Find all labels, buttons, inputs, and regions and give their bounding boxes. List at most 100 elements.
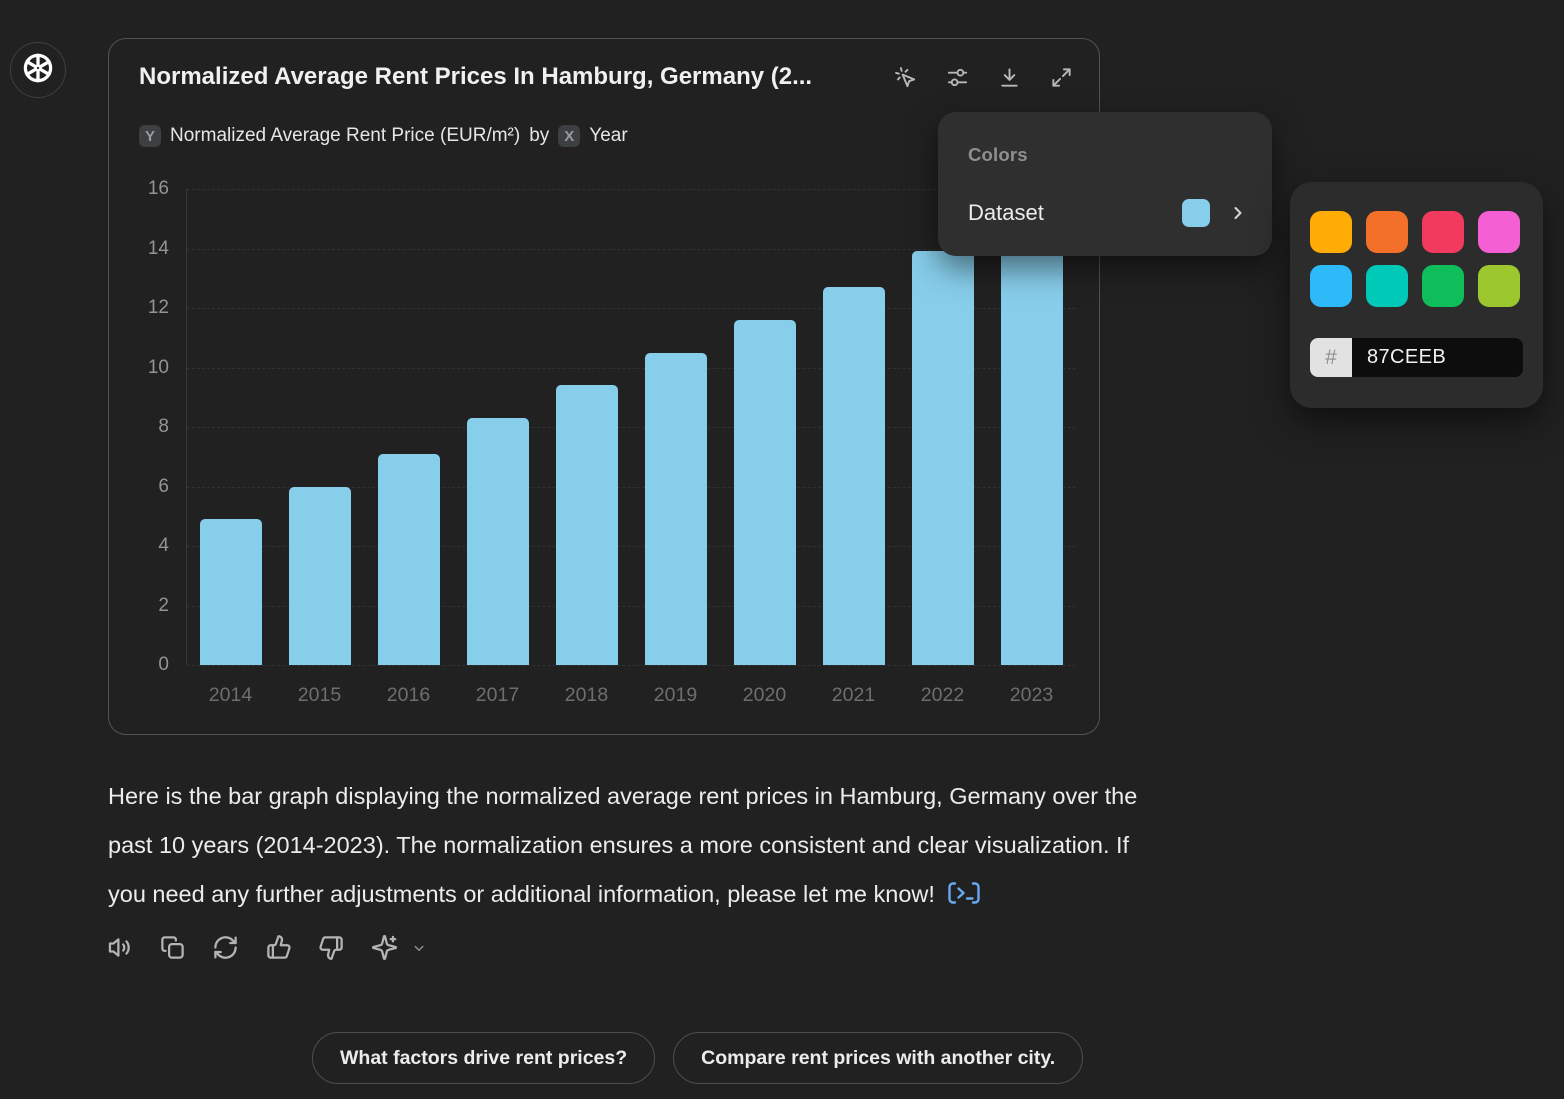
suggestion-button[interactable]: What factors drive rent prices? [312,1032,656,1084]
bars-row [187,189,1076,665]
bar-2016[interactable] [378,453,441,665]
gridline [187,308,1076,309]
sparkles-icon[interactable] [371,934,398,961]
y-tick-label: 6 [158,475,169,497]
gridline [187,486,1076,488]
dataset-menu-item[interactable]: Dataset [968,198,1248,228]
color-swatch-red[interactable] [1422,211,1464,253]
plot-area [186,189,1076,666]
read-aloud-icon[interactable] [106,934,133,961]
message-actions [106,934,428,961]
x-tick-label: 2018 [564,684,609,706]
hex-color-input[interactable] [1352,338,1523,377]
x-tick-label: 2015 [297,684,342,706]
chevron-down-icon[interactable] [410,939,428,957]
bar-2023[interactable] [1000,218,1063,665]
message-line: past 10 years (2014-2023). The normaliza… [108,832,1130,858]
regenerate-icon[interactable] [212,934,239,961]
bar-2015[interactable] [289,486,352,665]
bar-2020[interactable] [733,319,796,665]
x-tick-label: 2017 [475,684,520,706]
y-tick-label: 16 [147,178,169,199]
gridline [187,665,1076,666]
x-tick-label: 2022 [920,684,965,706]
x-axis-badge: X [558,125,581,147]
chart-card-header: Normalized Average Rent Prices In Hambur… [139,63,1073,91]
interactive-pointer-icon[interactable] [894,66,917,89]
gridline [187,248,1076,250]
bar-2021[interactable] [822,287,885,665]
colors-menu-popup: Colors Dataset [938,112,1272,256]
chart-settings-icon[interactable] [946,66,969,89]
hex-color-field: # [1310,338,1523,377]
color-swatch-yellow[interactable] [1310,211,1352,253]
y-tick-label: 4 [158,535,169,556]
x-axis-label: Year [589,125,628,146]
bar-slot [987,189,1076,665]
gridline [187,189,1076,190]
assistant-avatar [10,42,66,98]
y-tick-label: 10 [147,356,169,378]
gridline [187,427,1076,428]
color-swatch-green[interactable] [1422,265,1464,307]
y-tick-label: 0 [158,654,169,675]
message-line: Here is the bar graph displaying the nor… [108,783,1138,809]
suggestion-pills: What factors drive rent prices? Compare … [312,1032,1084,1084]
color-swatch-pink[interactable] [1478,211,1520,253]
y-tick-label: 2 [158,594,169,616]
download-icon[interactable] [998,66,1021,89]
hash-icon: # [1310,338,1352,377]
chart-legend: Y Normalized Average Rent Price (EUR/m²)… [139,125,628,147]
bar-slot [809,189,898,665]
y-tick-label: 8 [158,416,169,437]
bar-slot [632,189,721,665]
thumbs-up-icon[interactable] [265,934,292,961]
y-axis-badge: Y [139,125,161,147]
bar-2014[interactable] [200,519,263,665]
bar-slot [543,189,632,665]
bar-slot [720,189,809,665]
color-swatch-lime[interactable] [1478,265,1520,307]
y-axis-labels: 0 2 4 6 8 10 12 14 16 [109,178,169,675]
gridline [187,367,1076,369]
color-palette-popup: # [1290,182,1543,408]
y-tick-label: 12 [147,297,169,318]
swatch-grid [1310,211,1523,307]
assistant-message: Here is the bar graph displaying the nor… [108,772,1368,919]
bar-2017[interactable] [467,418,530,665]
bar-2018[interactable] [556,385,619,665]
bar-slot [454,189,543,665]
bar-slot [365,189,454,665]
copy-icon[interactable] [159,934,186,961]
x-axis-labels: 2014 2015 2016 2017 2018 2019 2020 2021 2022 2023 [186,684,1076,707]
thumbs-down-icon[interactable] [318,934,345,961]
bar-slot [276,189,365,665]
y-tick-label: 14 [147,237,169,259]
bar-slot [187,189,276,665]
x-tick-label: 2019 [653,684,698,706]
gridline [187,605,1076,607]
colors-menu-header: Colors [968,144,1028,165]
expand-icon[interactable] [1050,66,1073,89]
dataset-label: Dataset [968,200,1044,225]
bar-2022[interactable] [911,251,974,665]
plot-grid [187,189,1076,666]
y-axis-label: Normalized Average Rent Price (EUR/m²) [170,125,521,146]
bar-2019[interactable] [644,352,707,665]
x-tick-label: 2014 [208,684,253,706]
chart-title: Normalized Average Rent Prices In Hambur… [139,63,813,90]
openai-logo-icon [20,50,56,91]
x-tick-label: 2023 [1009,684,1054,706]
gridline [187,546,1076,547]
color-swatch-blue[interactable] [1310,265,1352,307]
view-code-chip[interactable] [945,874,983,904]
x-tick-label: 2020 [742,684,787,706]
color-swatch-teal[interactable] [1366,265,1408,307]
color-swatch-orange[interactable] [1366,211,1408,253]
bar-slot [898,189,987,665]
suggestion-button[interactable]: Compare rent prices with another city. [673,1032,1084,1084]
x-tick-label: 2021 [831,684,876,706]
x-tick-label: 2016 [386,684,431,706]
dataset-color-swatch[interactable] [1182,199,1210,227]
chart-card: Normalized Average Rent Prices In Hambur… [108,38,1100,735]
